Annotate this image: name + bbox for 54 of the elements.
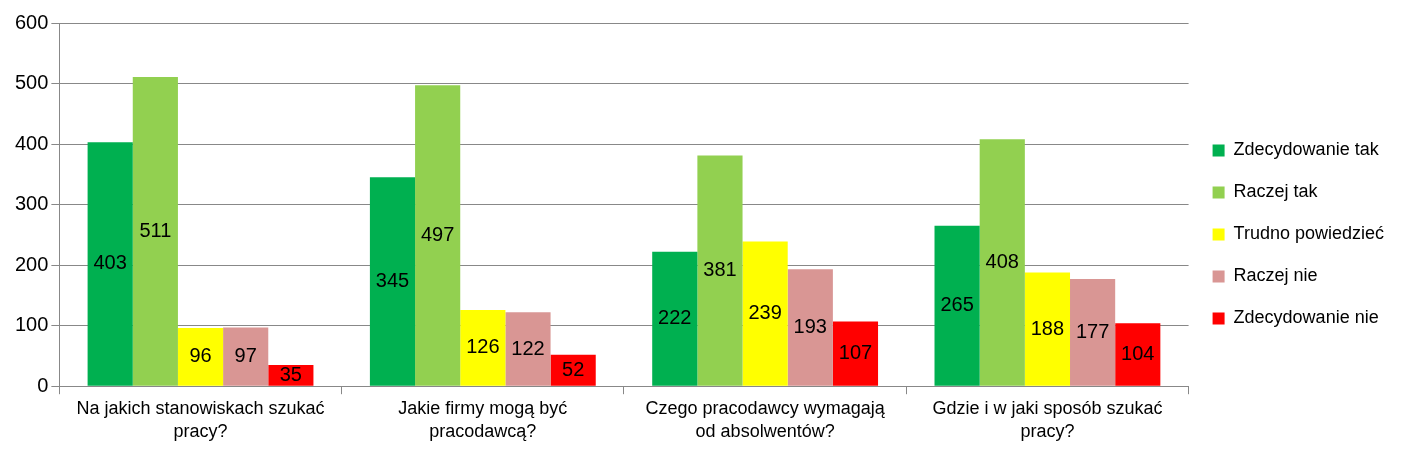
bar	[832, 321, 879, 386]
legend-label: Raczej nie	[1233, 265, 1318, 286]
y-tick-label: 400	[14, 131, 49, 154]
bar	[697, 155, 743, 386]
bar	[132, 76, 178, 386]
y-tick-label: 200	[14, 252, 49, 275]
bar	[652, 251, 698, 386]
y-tick-label: 500	[14, 71, 49, 94]
legend-label: Raczej tak	[1233, 181, 1319, 202]
bar	[505, 312, 551, 386]
data-label: 403	[93, 251, 127, 274]
x-tick-label: Gdzie i w jaki sposób szukać pracy?	[932, 397, 1163, 442]
bar	[787, 269, 833, 386]
data-label: 35	[279, 362, 302, 385]
y-tick-label: 0	[37, 373, 49, 396]
legend-label: Zdecydowanie nie	[1233, 307, 1379, 328]
data-label: 381	[703, 258, 737, 281]
data-label: 345	[375, 269, 410, 292]
y-tick-label: 100	[14, 313, 49, 336]
x-tick-label: Czego pracodawcy wymagają od absolwentów?	[645, 397, 886, 442]
bar	[1024, 272, 1071, 386]
bar	[87, 142, 133, 386]
data-label: 107	[838, 341, 873, 364]
data-label: 222	[658, 306, 692, 329]
data-label: 52	[562, 357, 585, 380]
data-label: 104	[1121, 341, 1155, 364]
data-label: 122	[511, 336, 545, 359]
bar	[1115, 323, 1161, 386]
data-label: 177	[1075, 319, 1110, 342]
x-tick-label: Jakie firmy mogą być pracodawcą?	[398, 397, 568, 442]
bar	[460, 309, 506, 386]
bar	[223, 327, 269, 386]
data-label: 96	[189, 344, 212, 367]
data-label: 511	[139, 218, 172, 241]
y-tick-label: 300	[14, 192, 49, 215]
data-label: 97	[234, 344, 257, 367]
y-tick-label: 600	[14, 10, 49, 33]
bar	[1070, 279, 1116, 386]
data-label: 408	[985, 249, 1019, 272]
x-tick-label: Na jakich stanowiskach szukać pracy?	[76, 397, 325, 442]
data-label: 239	[748, 301, 782, 324]
bar	[369, 177, 416, 386]
bar	[177, 328, 224, 386]
data-label: 193	[793, 315, 827, 338]
legend-label: Trudno powiedzieć	[1233, 223, 1385, 244]
bar	[979, 139, 1025, 386]
data-label: 126	[466, 335, 500, 358]
data-label: 188	[1030, 316, 1065, 339]
data-label: 497	[420, 223, 455, 246]
bar	[934, 225, 980, 386]
data-label: 265	[940, 293, 974, 316]
bar	[742, 241, 788, 386]
bar	[415, 85, 461, 386]
legend-label: Zdecydowanie tak	[1233, 139, 1380, 160]
